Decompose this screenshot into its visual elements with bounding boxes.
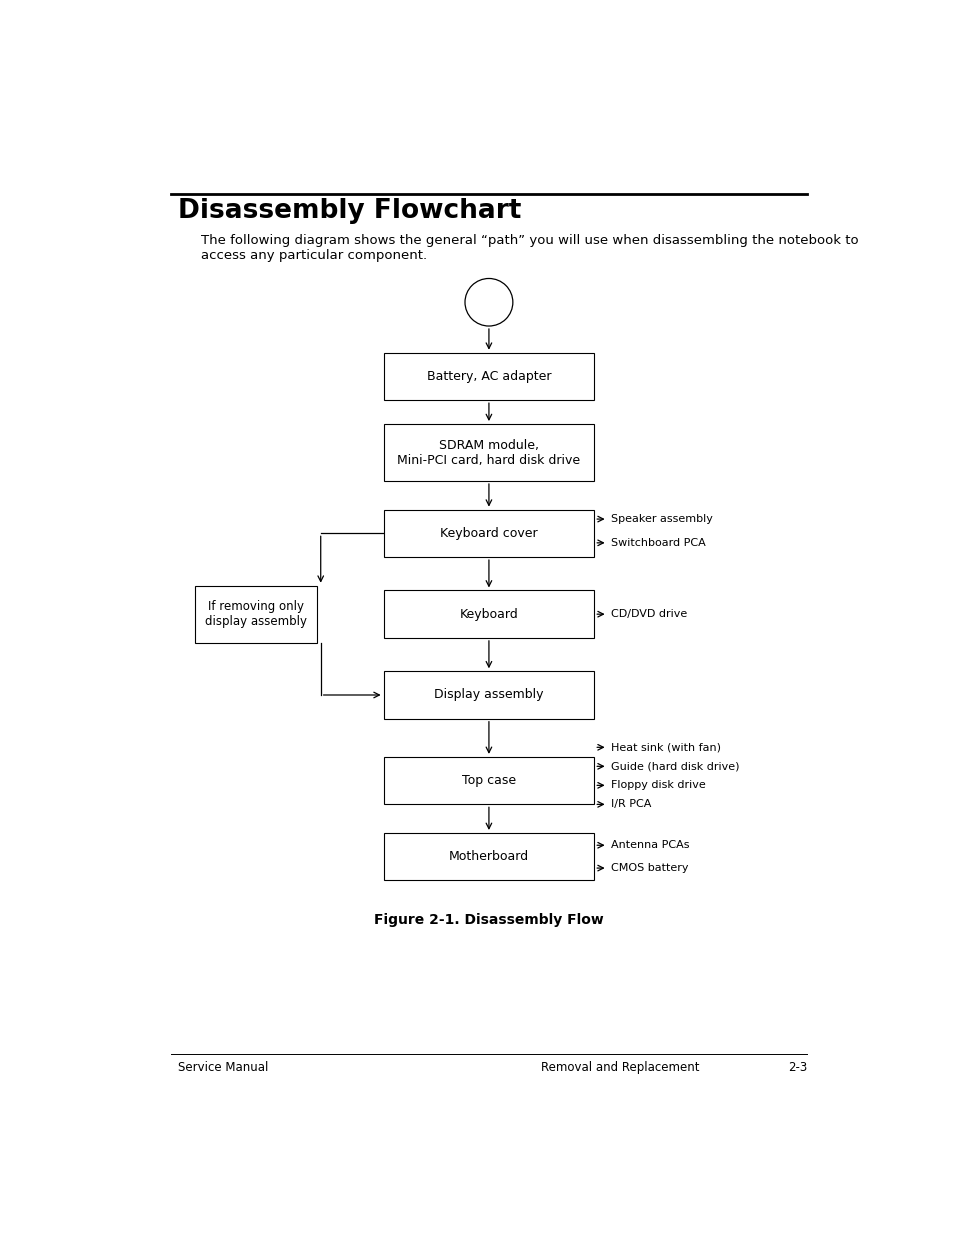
Text: The following diagram shows the general “path” you will use when disassembling t: The following diagram shows the general … [200,233,858,262]
FancyBboxPatch shape [383,757,594,804]
FancyBboxPatch shape [383,672,594,719]
Text: CMOS battery: CMOS battery [611,863,688,873]
FancyBboxPatch shape [383,590,594,638]
Text: Display assembly: Display assembly [434,688,543,701]
FancyBboxPatch shape [383,353,594,400]
Text: If removing only
display assembly: If removing only display assembly [205,600,307,629]
Text: SDRAM module,
Mini-PCI card, hard disk drive: SDRAM module, Mini-PCI card, hard disk d… [397,438,579,467]
Text: Switchboard PCA: Switchboard PCA [611,538,705,548]
Text: Guide (hard disk drive): Guide (hard disk drive) [611,761,739,772]
Text: Heat sink (with fan): Heat sink (with fan) [611,742,720,752]
Text: Battery, AC adapter: Battery, AC adapter [426,370,551,383]
FancyBboxPatch shape [194,585,316,642]
Text: Top case: Top case [461,774,516,787]
Text: Keyboard cover: Keyboard cover [439,527,537,540]
Text: Disassembly Flowchart: Disassembly Flowchart [178,198,521,224]
Text: Antenna PCAs: Antenna PCAs [611,840,689,850]
Text: Figure 2-1. Disassembly Flow: Figure 2-1. Disassembly Flow [374,914,603,927]
Text: CD/DVD drive: CD/DVD drive [611,609,687,619]
Text: Service Manual: Service Manual [178,1061,269,1074]
FancyBboxPatch shape [383,424,594,482]
FancyBboxPatch shape [383,832,594,881]
Text: Removal and Replacement: Removal and Replacement [540,1061,699,1074]
FancyBboxPatch shape [383,510,594,557]
Text: Floppy disk drive: Floppy disk drive [611,781,705,790]
Text: Speaker assembly: Speaker assembly [611,514,713,524]
Text: Motherboard: Motherboard [449,850,528,863]
Text: I/R PCA: I/R PCA [611,799,651,809]
Text: Keyboard: Keyboard [459,608,517,621]
Text: 2-3: 2-3 [787,1061,807,1074]
